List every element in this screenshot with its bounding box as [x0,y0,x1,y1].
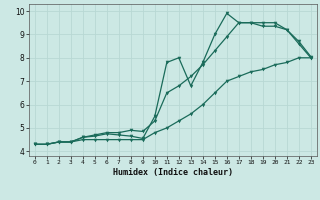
X-axis label: Humidex (Indice chaleur): Humidex (Indice chaleur) [113,168,233,177]
